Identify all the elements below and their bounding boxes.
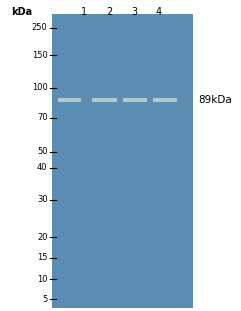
Text: 250: 250 [32,24,48,33]
Text: 1: 1 [81,7,87,17]
Text: 50: 50 [37,147,48,156]
Text: 10: 10 [37,275,48,284]
Text: 4: 4 [156,7,162,17]
Bar [52,14,193,308]
Text: 100: 100 [32,83,48,92]
Text: 30: 30 [37,196,48,205]
Text: 20: 20 [37,233,48,242]
Text: 89kDa: 89kDa [198,95,232,105]
Text: 40: 40 [37,164,48,173]
Text: 150: 150 [32,50,48,59]
Text: kDa: kDa [11,7,32,17]
Text: 3: 3 [131,7,137,17]
Text: 2: 2 [106,7,112,17]
Text: 15: 15 [37,253,48,262]
Text: 5: 5 [42,295,48,304]
Text: 70: 70 [37,114,48,123]
